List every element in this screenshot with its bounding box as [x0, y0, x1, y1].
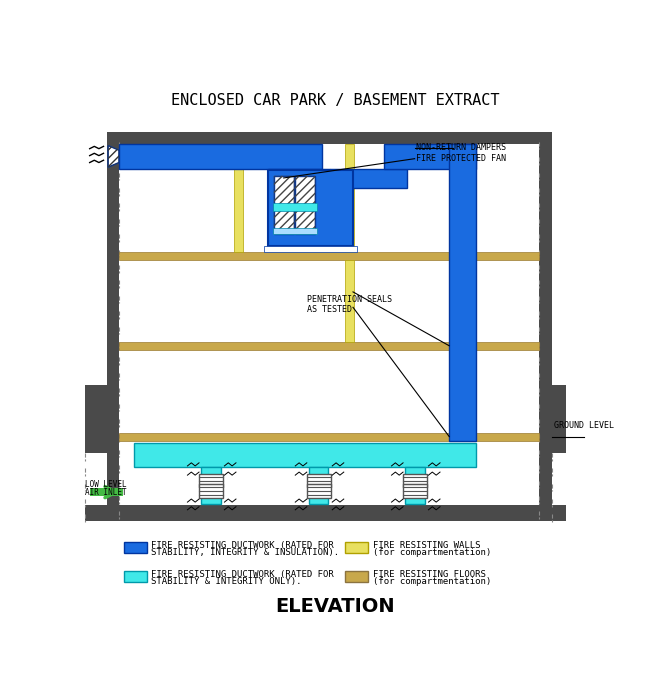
Text: STABILITY & INTEGRITY ONLY).: STABILITY & INTEGRITY ONLY).	[151, 577, 302, 586]
Bar	[199, 484, 223, 498]
Bar	[539, 385, 567, 453]
Bar	[273, 203, 317, 211]
Bar	[199, 474, 223, 487]
Text: NON-RETURN DAMPERS: NON-RETURN DAMPERS	[416, 144, 506, 153]
Bar	[345, 542, 368, 553]
Bar	[539, 505, 567, 521]
Bar	[119, 144, 322, 169]
Bar	[234, 144, 243, 252]
Text: ENCLOSED CAR PARK / BASEMENT EXTRACT: ENCLOSED CAR PARK / BASEMENT EXTRACT	[171, 93, 500, 108]
Bar	[345, 571, 368, 582]
Bar	[295, 176, 314, 234]
Text: AIR INLET: AIR INLET	[85, 488, 126, 496]
Bar	[134, 443, 476, 468]
Bar	[265, 246, 357, 252]
Bar	[85, 385, 107, 453]
Bar	[124, 571, 147, 582]
Text: ELEVATION: ELEVATION	[276, 596, 395, 615]
Bar	[307, 474, 331, 487]
Bar	[90, 489, 122, 496]
Bar	[405, 468, 424, 505]
Bar	[345, 260, 354, 342]
Bar	[274, 176, 293, 234]
Text: FIRE RESISTING WALLS: FIRE RESISTING WALLS	[373, 540, 481, 550]
Bar	[273, 228, 317, 234]
Bar	[309, 468, 328, 505]
Bar	[124, 542, 147, 553]
Bar	[107, 132, 119, 521]
Bar	[107, 132, 552, 144]
Text: STABILITY, INTEGRITY & INSULATION).: STABILITY, INTEGRITY & INSULATION).	[151, 547, 339, 556]
Bar	[449, 144, 458, 252]
Bar	[119, 433, 539, 440]
Bar	[269, 170, 353, 246]
Text: FIRE RESISTING FLOORS: FIRE RESISTING FLOORS	[373, 570, 486, 579]
Bar	[269, 169, 330, 246]
Bar	[345, 144, 354, 252]
Polygon shape	[108, 146, 119, 167]
Text: FIRE RESISTING DUCTWORK (RATED FOR: FIRE RESISTING DUCTWORK (RATED FOR	[151, 570, 334, 579]
Text: FIRE PROTECTED FAN: FIRE PROTECTED FAN	[416, 154, 506, 163]
Bar	[330, 169, 407, 188]
Text: (for compartmentation): (for compartmentation)	[373, 577, 491, 586]
Text: LOW LEVEL: LOW LEVEL	[85, 480, 126, 489]
Bar	[295, 176, 314, 234]
Bar	[403, 474, 427, 487]
Bar	[403, 484, 427, 498]
Text: PENETRATION SEALS: PENETRATION SEALS	[307, 295, 392, 304]
Text: FIRE RESISTING DUCTWORK (RATED FOR: FIRE RESISTING DUCTWORK (RATED FOR	[151, 540, 334, 550]
Text: AS TESTED: AS TESTED	[307, 305, 352, 314]
Bar	[119, 252, 539, 260]
Bar	[539, 132, 552, 521]
Text: (for compartmentation): (for compartmentation)	[373, 547, 491, 556]
Bar	[107, 505, 552, 521]
Bar	[119, 342, 539, 349]
Text: GROUND LEVEL: GROUND LEVEL	[554, 421, 614, 430]
Bar	[85, 505, 119, 521]
Bar	[384, 144, 476, 169]
Bar	[307, 484, 331, 498]
Bar	[274, 176, 293, 234]
Bar	[201, 468, 221, 505]
Bar	[449, 144, 476, 440]
